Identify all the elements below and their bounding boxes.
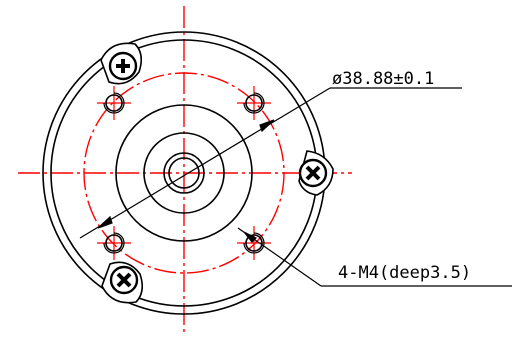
arrowhead-icon	[259, 119, 275, 133]
hole-callout	[237, 227, 512, 287]
arrowhead-icon	[243, 231, 258, 243]
phillips-screw-icon	[100, 42, 143, 85]
arrowhead-icon	[97, 215, 113, 229]
mounting-hole	[103, 232, 125, 254]
hole-center-marks	[97, 86, 271, 260]
pilot-boss	[115, 104, 253, 242]
threaded-hole-label: 4-M4(deep3.5)	[338, 263, 471, 283]
cross-screws	[100, 42, 334, 304]
mounting-hole	[243, 92, 265, 114]
mounting-hole	[103, 92, 125, 114]
diameter-dimension	[79, 87, 462, 239]
mounting-hole	[243, 232, 265, 254]
shaft-boss	[143, 132, 225, 214]
shaft-outer	[163, 152, 205, 194]
diameter-label: ø38.88±0.1	[332, 69, 434, 89]
phillips-screw-icon	[101, 261, 144, 304]
mounting-holes	[103, 92, 265, 254]
phillips-screw-icon	[298, 150, 334, 196]
diameter-leader	[79, 87, 331, 239]
shaft-inner	[168, 157, 200, 189]
bolt-circle	[83, 72, 285, 274]
centerlines	[18, 6, 352, 336]
